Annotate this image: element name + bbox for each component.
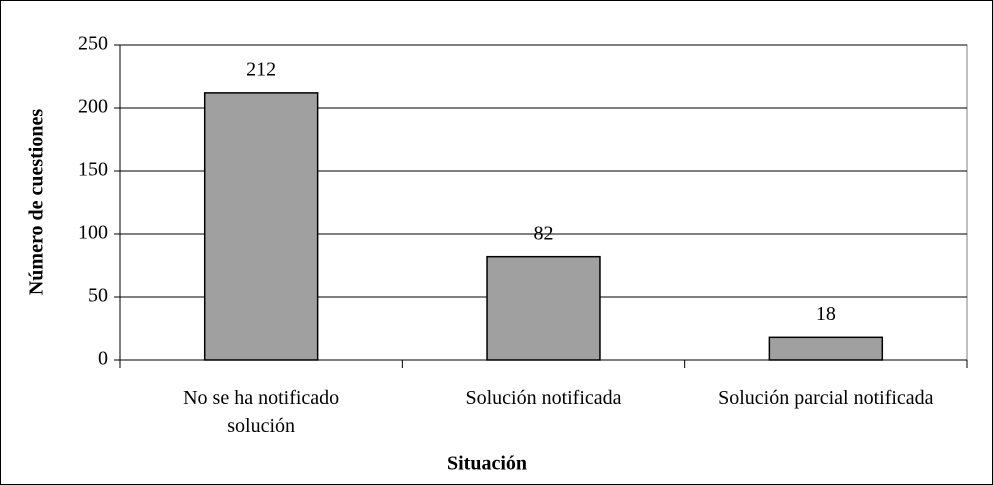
- y-tick-label: 250: [78, 33, 108, 55]
- y-axis-title: Número de cuestiones: [26, 109, 48, 295]
- x-tick-label: Solución parcial notificada: [718, 387, 934, 409]
- y-tick-label: 200: [78, 96, 108, 118]
- bar: [768, 336, 884, 361]
- bar: [203, 92, 319, 361]
- data-label: 18: [816, 303, 836, 325]
- bar: [486, 255, 601, 361]
- data-label: 212: [246, 58, 276, 80]
- x-axis-title: Situación: [447, 453, 527, 475]
- x-tick-label: Solución notificada: [465, 387, 622, 409]
- y-tick-label: 150: [78, 159, 108, 181]
- x-tick-label: No se ha notificado solución: [183, 387, 340, 437]
- y-tick-label: 100: [78, 222, 108, 244]
- data-label: 82: [534, 222, 554, 244]
- y-tick-label: 0: [98, 348, 108, 370]
- y-tick-label: 50: [88, 285, 108, 307]
